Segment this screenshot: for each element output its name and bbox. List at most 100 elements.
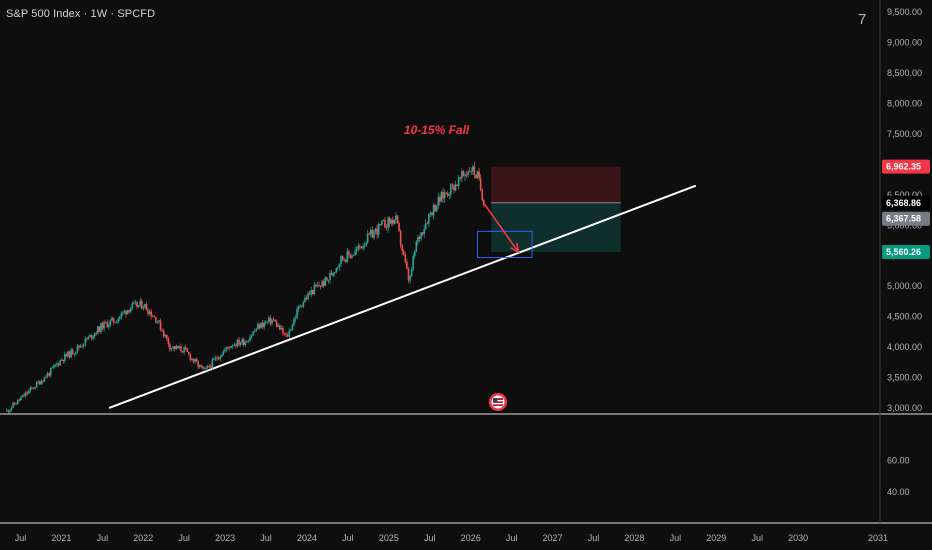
candle-body — [291, 324, 294, 331]
candle-body — [321, 281, 323, 287]
candle-body — [421, 232, 424, 235]
y-tick-label: 9,000.00 — [887, 38, 922, 48]
candle-body — [307, 293, 309, 300]
candle-body — [23, 394, 25, 397]
candle-body — [136, 302, 138, 308]
entry-price-label-bg — [882, 211, 930, 226]
candle-body — [95, 333, 98, 335]
candle-body — [272, 319, 275, 321]
candle-body — [387, 217, 389, 229]
candle-body — [103, 321, 105, 329]
candle-body — [393, 219, 396, 224]
candle-body — [305, 297, 308, 300]
candle-body — [144, 304, 146, 308]
candle-body — [108, 324, 110, 328]
candle-body — [454, 184, 457, 191]
candle-body — [148, 311, 151, 314]
candle-body — [214, 357, 217, 360]
candle-body — [341, 255, 344, 260]
candle-body — [142, 307, 145, 309]
x-tick-label: Jul — [97, 533, 109, 543]
target-box — [477, 230, 533, 259]
candle-body — [478, 171, 480, 179]
x-tick-label: Jul — [424, 533, 436, 543]
event-flag-icon-stripes — [492, 398, 503, 406]
candle-body — [257, 324, 259, 330]
candle-body — [407, 268, 410, 281]
candle-body — [365, 242, 367, 246]
candle-body — [363, 245, 366, 247]
candle-body — [101, 323, 104, 329]
candle-body — [359, 245, 361, 247]
x-tick-label: 2028 — [624, 533, 644, 543]
candle-body — [423, 229, 425, 235]
candle-body — [128, 310, 131, 312]
candle-body — [199, 364, 201, 368]
candle-body — [86, 338, 88, 340]
candle-body — [169, 344, 171, 350]
candle-body — [258, 324, 261, 329]
candle-body — [155, 316, 157, 323]
candle-body — [340, 255, 342, 265]
x-tick-label: 2023 — [215, 533, 235, 543]
candle-body — [456, 184, 458, 187]
candle-body — [424, 223, 427, 230]
candle-body — [6, 410, 8, 411]
candle-body — [175, 345, 178, 350]
tradingview-logo-icon[interactable]: 7 — [858, 11, 867, 28]
candle-body — [322, 281, 325, 286]
candle-body — [68, 351, 71, 358]
candle-body — [231, 345, 234, 347]
candle-body — [448, 194, 451, 196]
candle-body — [158, 320, 160, 322]
x-tick-label: 2025 — [379, 533, 399, 543]
candle-body — [401, 245, 404, 251]
candle-body — [464, 174, 466, 176]
candle-body — [349, 254, 352, 258]
chart-title[interactable]: S&P 500 Index · 1W · SPCFD — [6, 8, 156, 20]
candle-body — [9, 409, 11, 412]
y-tick-label: 9,500.00 — [887, 7, 922, 17]
candle-body — [429, 212, 432, 214]
candle-body — [64, 353, 66, 362]
candle-body — [151, 316, 154, 318]
candle-body — [263, 322, 265, 328]
candle-body — [140, 300, 143, 309]
take-profit-zone — [491, 202, 621, 253]
candle-body — [219, 356, 222, 360]
candle-body — [31, 387, 33, 389]
x-tick-label: Jul — [588, 533, 600, 543]
x-tick-label: Jul — [506, 533, 518, 543]
candle-body — [450, 184, 452, 195]
candle-body — [337, 266, 339, 269]
current-price-label-bg — [882, 195, 930, 210]
candle-body — [139, 300, 141, 305]
candle-body — [381, 220, 383, 225]
candle-body — [104, 321, 107, 323]
candle-body — [432, 204, 435, 216]
candle-body — [346, 251, 349, 262]
candle-body — [34, 387, 36, 389]
candle-body — [371, 230, 374, 238]
candle-body — [216, 357, 218, 359]
candle-body — [57, 363, 60, 366]
candle-body — [398, 223, 400, 231]
candle-body — [286, 335, 289, 337]
candle-body — [238, 339, 240, 345]
candle-body — [333, 272, 336, 274]
candle-body — [112, 317, 115, 323]
candle-body — [153, 316, 156, 318]
y-tick-label: 4,500.00 — [887, 312, 922, 322]
candle-body — [236, 339, 239, 347]
candle-body — [183, 347, 185, 353]
candle-body — [125, 310, 127, 315]
candle-body — [54, 364, 57, 366]
candle-body — [481, 189, 484, 201]
candle-body — [252, 331, 254, 336]
candle-body — [404, 254, 407, 262]
candle-body — [65, 353, 68, 357]
candle-body — [43, 376, 46, 382]
candle-body — [266, 321, 269, 323]
